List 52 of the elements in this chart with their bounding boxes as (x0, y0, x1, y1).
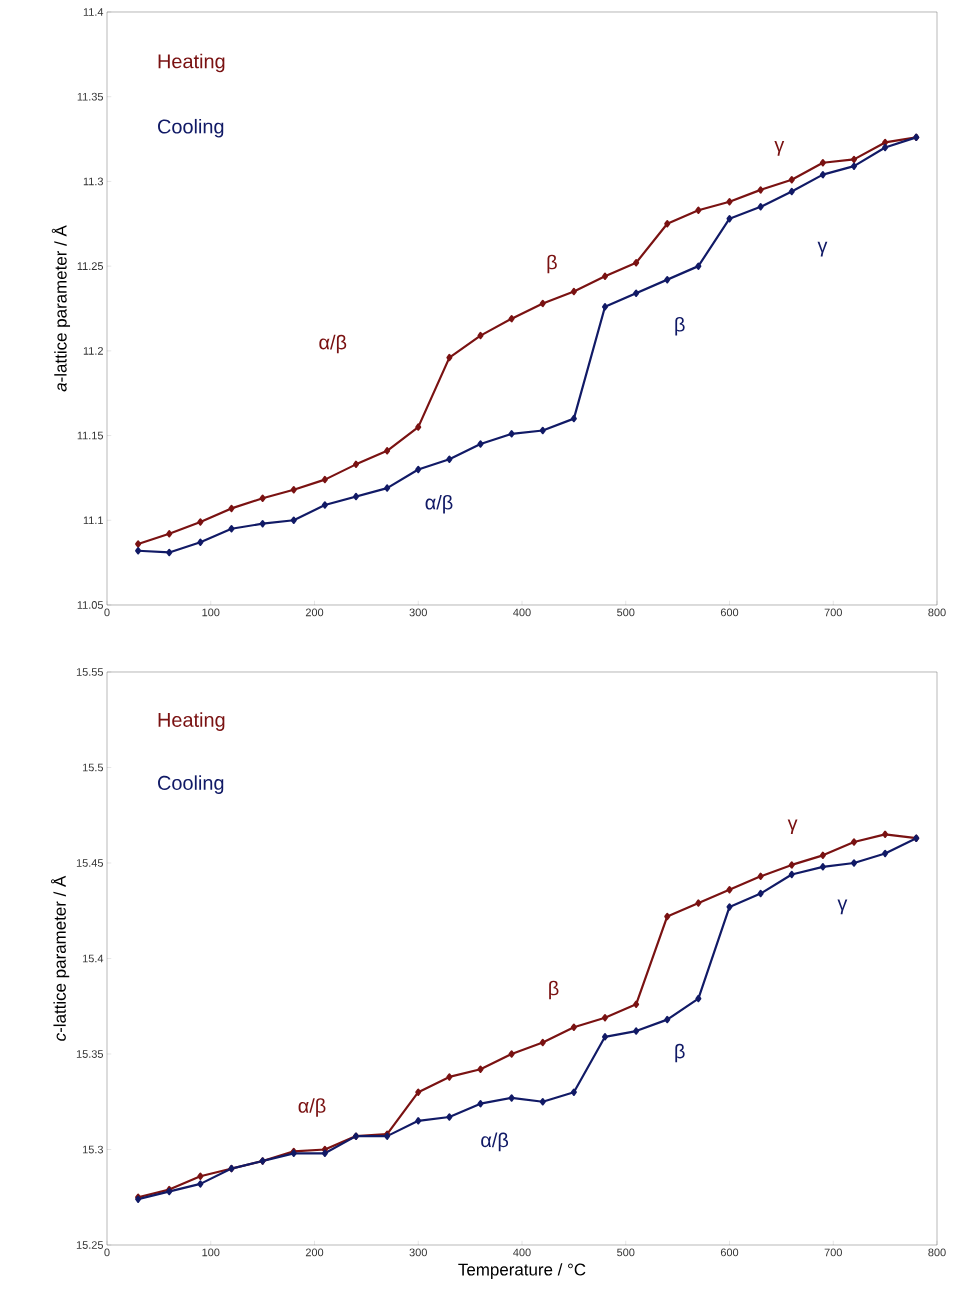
x-tick-label: 600 (720, 1248, 739, 1257)
y-tick-label: 11.2 (83, 347, 103, 355)
annotation: γ (837, 899, 848, 915)
x-tick-label: 600 (720, 608, 739, 617)
y-tick-label: 11.3 (83, 177, 103, 186)
y-axis-title: c-lattice parameter / Å (50, 875, 70, 1041)
x-tick-label: 400 (513, 1248, 531, 1257)
x-tick-label: 800 (928, 1248, 946, 1257)
annotation: β (675, 316, 685, 336)
annotation: γ (774, 141, 785, 156)
x-tick-label: 400 (513, 608, 531, 617)
x-tick-label: 500 (617, 1248, 635, 1257)
y-tick-label: 15.55 (76, 668, 104, 676)
y-tick-label: 15.35 (76, 1050, 104, 1058)
y-tick-label: 15.5 (82, 763, 104, 772)
y-tick-label: 15.25 (76, 1241, 104, 1249)
annotation: β (547, 254, 557, 274)
annotation: α/β (298, 1098, 326, 1117)
y-tick-label: 11.1 (83, 516, 103, 525)
x-tick-label: 300 (409, 1248, 427, 1257)
x-axis-title: Temperature / °C (458, 1263, 586, 1279)
x-tick-label: 800 (928, 608, 946, 617)
x-tick-label: 500 (617, 608, 635, 617)
y-tick-label: 11.4 (83, 8, 104, 16)
x-tick-label: 200 (305, 1248, 324, 1257)
annotation: α/β (481, 1132, 509, 1152)
annotation: α/β (425, 494, 453, 514)
y-tick-label: 15.45 (76, 859, 104, 867)
x-tick-label: 200 (305, 608, 324, 617)
text: Heating (158, 53, 225, 73)
text: Cooling (158, 775, 224, 794)
annotation: γ (817, 241, 828, 257)
y-tick-label: 11.05 (77, 601, 104, 609)
y-axis-title: a-lattice parameter / Å (51, 225, 71, 392)
annotation: β (675, 1043, 685, 1063)
x-tick-label: 700 (824, 1248, 842, 1257)
y-tick-label: 11.35 (77, 92, 104, 101)
y-tick-label: 15.3 (82, 1145, 103, 1154)
x-tick-label: 100 (202, 608, 220, 617)
x-tick-label: 100 (202, 1248, 220, 1257)
x-tick-label: 700 (824, 608, 842, 617)
y-tick-label: 11.25 (77, 262, 104, 271)
y-tick-label: 15.4 (82, 954, 104, 963)
x-tick-label: 0 (104, 608, 110, 617)
text: Cooling (158, 118, 224, 138)
annotation: β (549, 980, 559, 1000)
text: Heating (158, 712, 225, 731)
annotation: γ (787, 819, 798, 835)
x-tick-label: 0 (104, 1248, 110, 1257)
annotation: α/β (319, 334, 347, 354)
y-tick-label: 11.15 (77, 431, 104, 440)
x-tick-label: 300 (409, 608, 427, 617)
